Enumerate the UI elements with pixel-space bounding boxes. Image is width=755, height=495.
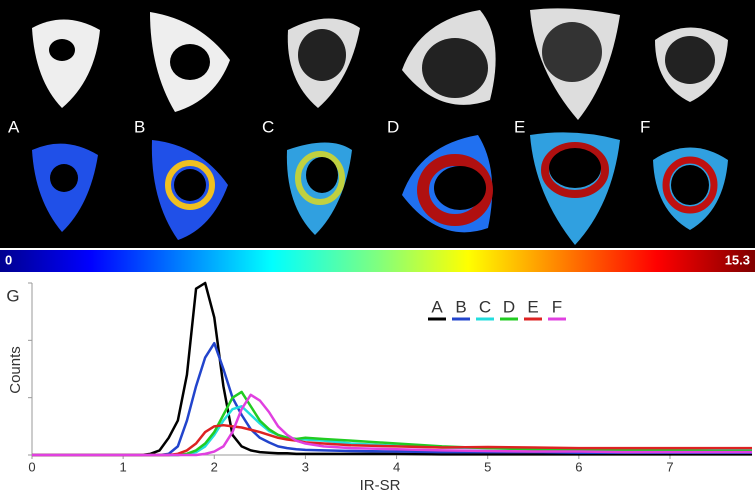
x-tick-label: 1 [120, 459, 127, 474]
x-tick-label: 7 [666, 459, 673, 474]
series-line [32, 281, 752, 457]
colorbar-max: 15.3 [725, 252, 750, 267]
panel-label: F [640, 117, 650, 136]
legend-label: A [431, 297, 443, 316]
chart-label: G [6, 286, 19, 305]
series-line [32, 341, 752, 457]
x-tick-label: 3 [302, 459, 309, 474]
colorbar [0, 250, 755, 272]
panel-label: D [387, 117, 399, 136]
x-axis-label: IR-SR [360, 477, 401, 494]
x-tick-label: 6 [575, 459, 582, 474]
x-tick-label: 4 [393, 459, 400, 474]
heat-maps [32, 132, 728, 245]
x-tick-label: 5 [484, 459, 491, 474]
series-line [32, 393, 752, 457]
x-tick-label: 0 [28, 459, 35, 474]
legend-label: D [503, 297, 515, 316]
panel-label: C [262, 117, 274, 136]
bone-images [32, 8, 728, 120]
legend-label: B [455, 297, 466, 316]
panel-label: A [8, 117, 20, 136]
image-panel [0, 0, 755, 248]
legend-label: E [527, 297, 538, 316]
panel-label: E [514, 117, 525, 136]
legend-label: F [552, 297, 562, 316]
x-tick-label: 2 [211, 459, 218, 474]
panel-label: B [134, 117, 145, 136]
y-axis-label: Counts [7, 346, 24, 394]
colorbar-min: 0 [5, 252, 12, 267]
legend-label: C [479, 297, 491, 316]
